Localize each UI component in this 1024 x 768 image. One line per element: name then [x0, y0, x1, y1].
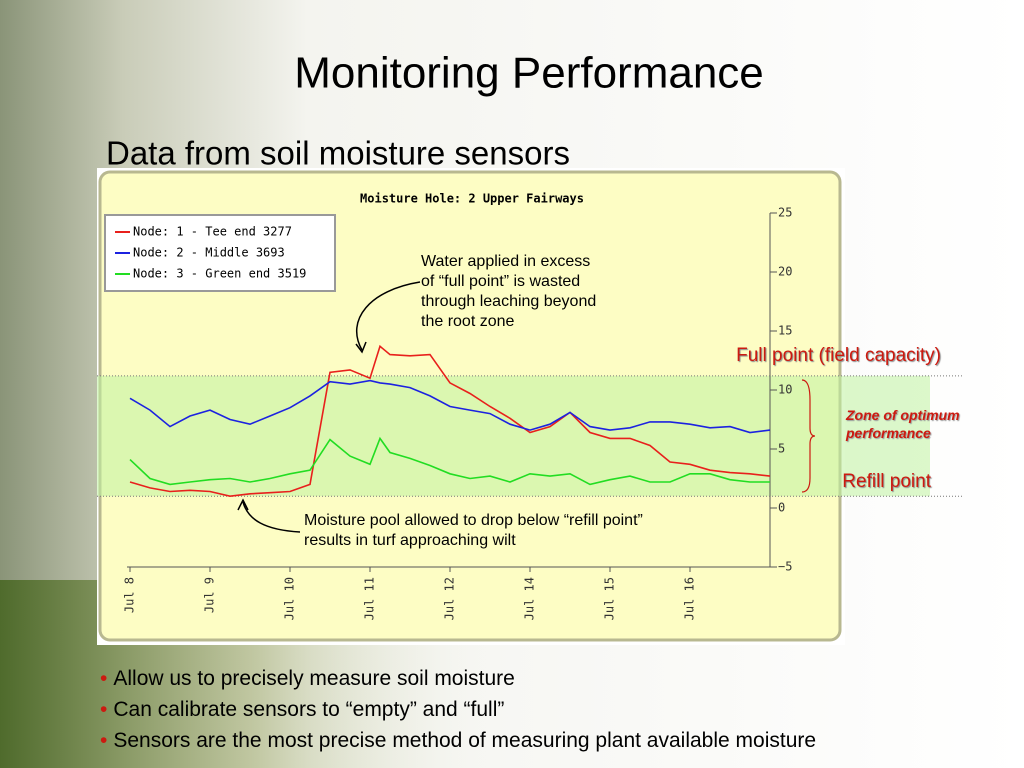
annotation-arrow [356, 281, 421, 351]
y-tick-label: 20 [778, 265, 792, 279]
legend-label: Node: 3 - Green end 3519 [133, 267, 306, 281]
legend-label: Node: 2 - Middle 3693 [133, 246, 285, 260]
chart: Moisture Hole: 2 Upper Fairways −5 0 5 10 15 2… [97, 192, 962, 620]
chart-title: Moisture Hole: 2 Upper Fairways [360, 192, 584, 206]
reference-label: Refill point [842, 471, 931, 493]
arrow-head [355, 341, 367, 354]
series-line [129, 436, 770, 486]
y-tick-label: 5 [778, 442, 785, 456]
y-tick-label: 15 [778, 324, 792, 338]
annotation-arrow [242, 501, 301, 533]
bullet: Sensors are the most precise method of m… [100, 725, 816, 756]
y-tick-label: 0 [778, 501, 785, 515]
slide-title: Monitoring Performance [294, 49, 764, 98]
series-line [129, 379, 771, 434]
bullet: Allow us to precisely measure soil moist… [100, 663, 816, 694]
x-tick-label: Jul 12 [443, 577, 457, 620]
series-line [129, 344, 771, 498]
annotation: Moisture pool allowed to drop below “ref… [304, 512, 643, 549]
optimum-zone [97, 375, 930, 497]
x-tick-label: Jul 9 [203, 577, 217, 613]
slide-subtitle: Data from soil moisture sensors [106, 135, 570, 172]
bullet: Can calibrate sensors to “empty” and “fu… [100, 694, 816, 725]
x-tick-label: Jul 15 [603, 577, 617, 620]
y-tick-label: 25 [778, 206, 792, 220]
legend-label: Node: 1 - Tee end 3277 [133, 225, 292, 239]
legend-box [104, 214, 336, 292]
y-tick-label: −5 [778, 560, 792, 574]
x-tick-label: Jul 11 [363, 577, 377, 620]
arrow-head [237, 498, 249, 511]
reference-label: Full point (field capacity) [736, 344, 941, 366]
x-tick-label: Jul 10 [283, 577, 297, 620]
x-tick-label: Jul 8 [123, 577, 137, 613]
x-tick-label: Jul 16 [683, 577, 697, 620]
annotation: Water applied in excess of “full point” … [421, 253, 597, 330]
bullet-list: Allow us to precisely measure soil moist… [100, 663, 816, 756]
zone-bracket [801, 379, 816, 493]
x-tick-label: Jul 14 [523, 577, 537, 620]
y-tick-label: 10 [778, 383, 792, 397]
zone-label: Zone of optimum performance [846, 407, 960, 441]
